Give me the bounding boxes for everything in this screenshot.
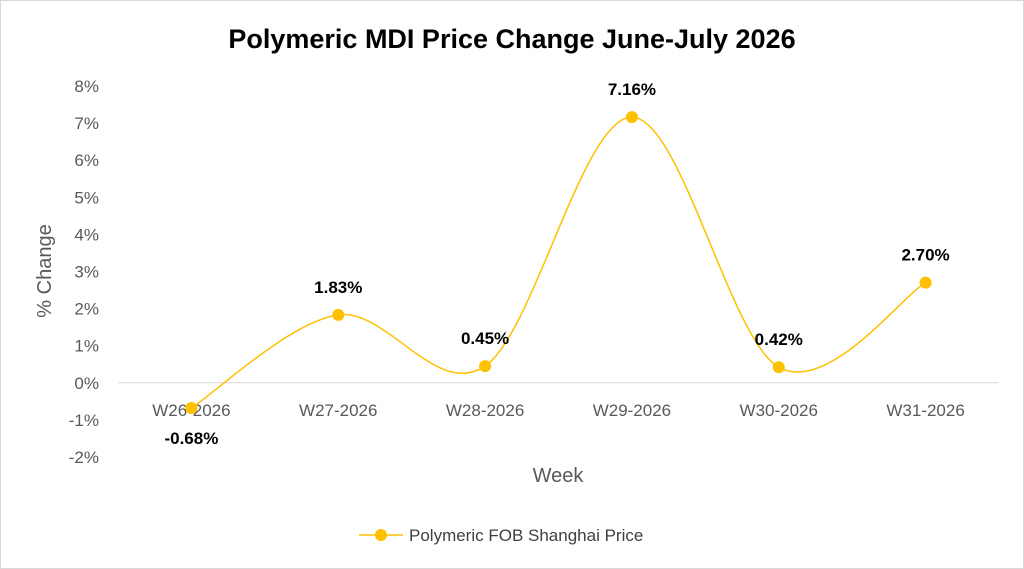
legend[interactable]: Polymeric FOB Shanghai Price <box>359 526 643 545</box>
x-axis-title: Week <box>533 465 585 487</box>
y-tick-label: 5% <box>74 188 99 207</box>
chart-title: Polymeric MDI Price Change June-July 202… <box>228 24 795 54</box>
y-tick-label: 6% <box>74 151 99 170</box>
series-line <box>191 116 926 409</box>
data-point[interactable] <box>625 111 638 124</box>
x-tick-label: W30-2026 <box>740 401 818 420</box>
y-tick-label: 7% <box>74 114 99 133</box>
data-point[interactable] <box>479 360 492 373</box>
data-label: 0.42% <box>755 330 803 349</box>
y-tick-label: 3% <box>74 263 99 282</box>
x-tick-label: W27-2026 <box>299 401 377 420</box>
y-tick-label: 4% <box>74 225 99 244</box>
y-tick-label: 8% <box>74 77 99 96</box>
y-tick-label: -2% <box>69 448 99 467</box>
y-tick-label: -1% <box>69 411 99 430</box>
data-point[interactable] <box>185 402 198 415</box>
data-point[interactable] <box>919 276 932 289</box>
data-point[interactable] <box>332 308 345 321</box>
data-label: -0.68% <box>164 429 218 448</box>
y-axis-title: % Change <box>34 224 56 317</box>
y-tick-label: 2% <box>74 300 99 319</box>
data-label: 2.70% <box>901 246 949 265</box>
x-axis-ticks: W26-2026W27-2026W28-2026W29-2026W30-2026… <box>152 401 965 420</box>
legend-marker <box>375 529 387 541</box>
data-label: 0.45% <box>461 329 509 348</box>
y-tick-label: 0% <box>74 374 99 393</box>
legend-label: Polymeric FOB Shanghai Price <box>409 526 643 545</box>
data-labels: -0.68% 1.83% 0.45% 7.16% 0.42% 2.70% <box>164 80 949 448</box>
y-axis-ticks: -2% -1% 0% 1% 2% 3% 4% 5% 6% 7% 8% <box>69 77 99 467</box>
data-label: 1.83% <box>314 278 362 297</box>
x-tick-label: W29-2026 <box>593 401 671 420</box>
y-tick-label: 1% <box>74 337 99 356</box>
series-markers <box>185 111 932 415</box>
x-tick-label: W31-2026 <box>886 401 964 420</box>
x-tick-label: W28-2026 <box>446 401 524 420</box>
data-point[interactable] <box>772 361 785 374</box>
data-label: 7.16% <box>608 80 656 99</box>
